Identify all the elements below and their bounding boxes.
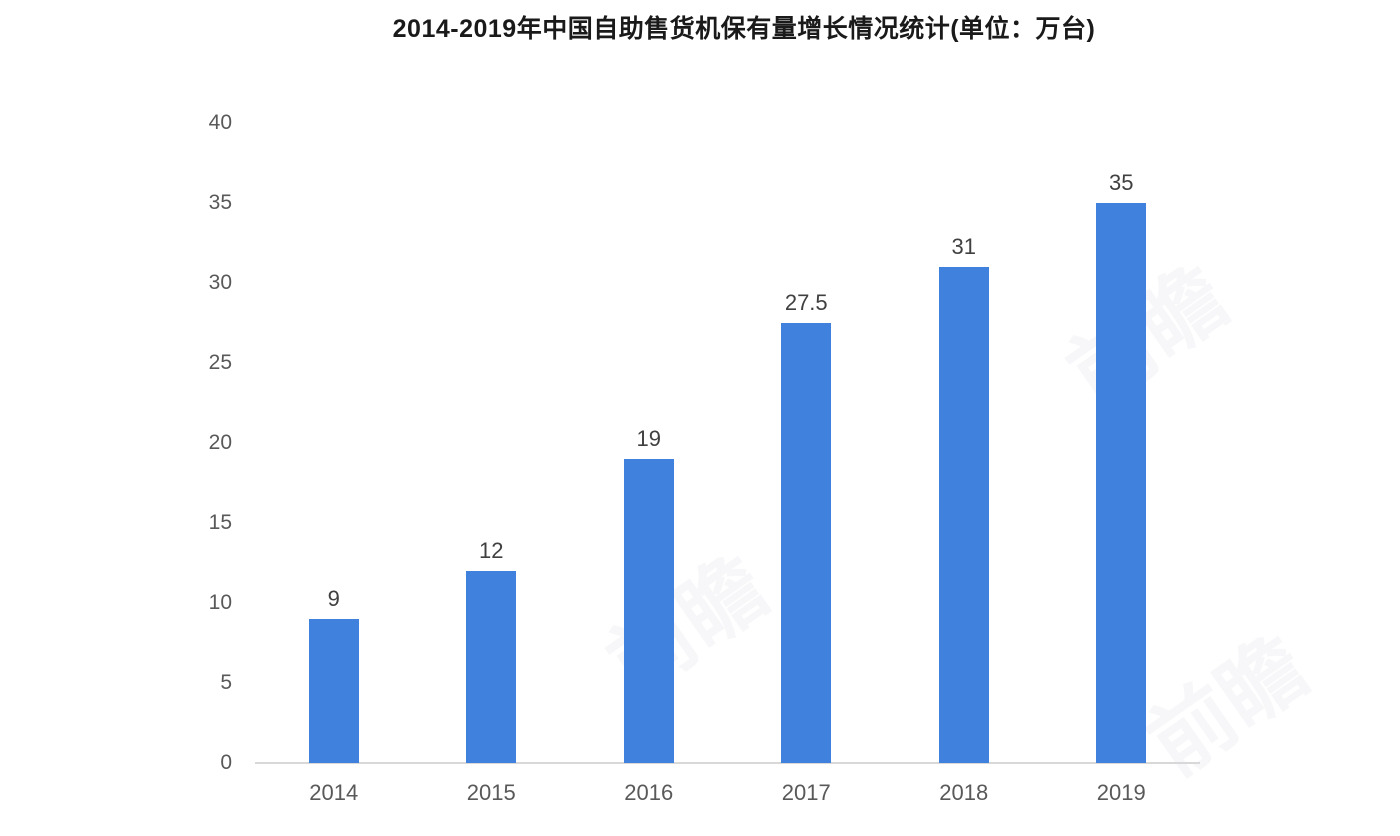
bar-slot: 31 <box>885 123 1043 763</box>
bar-value-label: 31 <box>951 234 976 259</box>
bar <box>308 619 359 763</box>
bar-value-label: 35 <box>1109 170 1134 195</box>
bar-value-label: 12 <box>479 538 504 563</box>
x-tick-label: 2014 <box>309 780 359 805</box>
bar-slot: 35 <box>1043 123 1201 763</box>
bar <box>1096 203 1147 763</box>
x-tick-label: 2016 <box>624 780 674 805</box>
y-axis: 0 5 10 15 20 25 30 35 40 <box>162 111 232 774</box>
x-tick-label: 2015 <box>466 780 516 805</box>
x-tick-label: 2018 <box>939 780 989 805</box>
bar <box>466 571 517 763</box>
y-tick-label: 10 <box>208 591 232 614</box>
bars-row: 9 12 19 27.5 31 35 <box>255 123 1200 763</box>
y-tick-label: 35 <box>208 191 232 214</box>
x-tick-label: 2017 <box>781 780 831 805</box>
bar-slot: 27.5 <box>728 123 886 763</box>
x-axis: 2014 2015 2016 2017 2018 2019 <box>255 780 1200 806</box>
bar-slot: 9 <box>255 123 413 763</box>
bar <box>938 267 989 763</box>
bar <box>781 323 832 763</box>
y-tick-label: 5 <box>220 671 232 694</box>
bar-value-label: 19 <box>636 426 661 451</box>
y-tick-label: 30 <box>208 271 232 294</box>
y-tick-label: 25 <box>208 351 232 374</box>
bar-value-label: 9 <box>327 586 340 611</box>
y-tick-label: 15 <box>208 511 232 534</box>
bar-slot: 19 <box>570 123 728 763</box>
y-tick-label: 20 <box>208 431 232 454</box>
y-tick-label: 40 <box>208 111 232 134</box>
bar <box>623 459 674 763</box>
x-axis-baseline <box>255 762 1200 764</box>
y-tick-label: 0 <box>220 751 232 774</box>
bar-slot: 12 <box>413 123 571 763</box>
chart-title: 2014-2019年中国自助售货机保有量增长情况统计(单位：万台) <box>392 15 1096 43</box>
bar-value-label: 27.5 <box>784 290 828 315</box>
x-tick-label: 2019 <box>1096 780 1146 805</box>
